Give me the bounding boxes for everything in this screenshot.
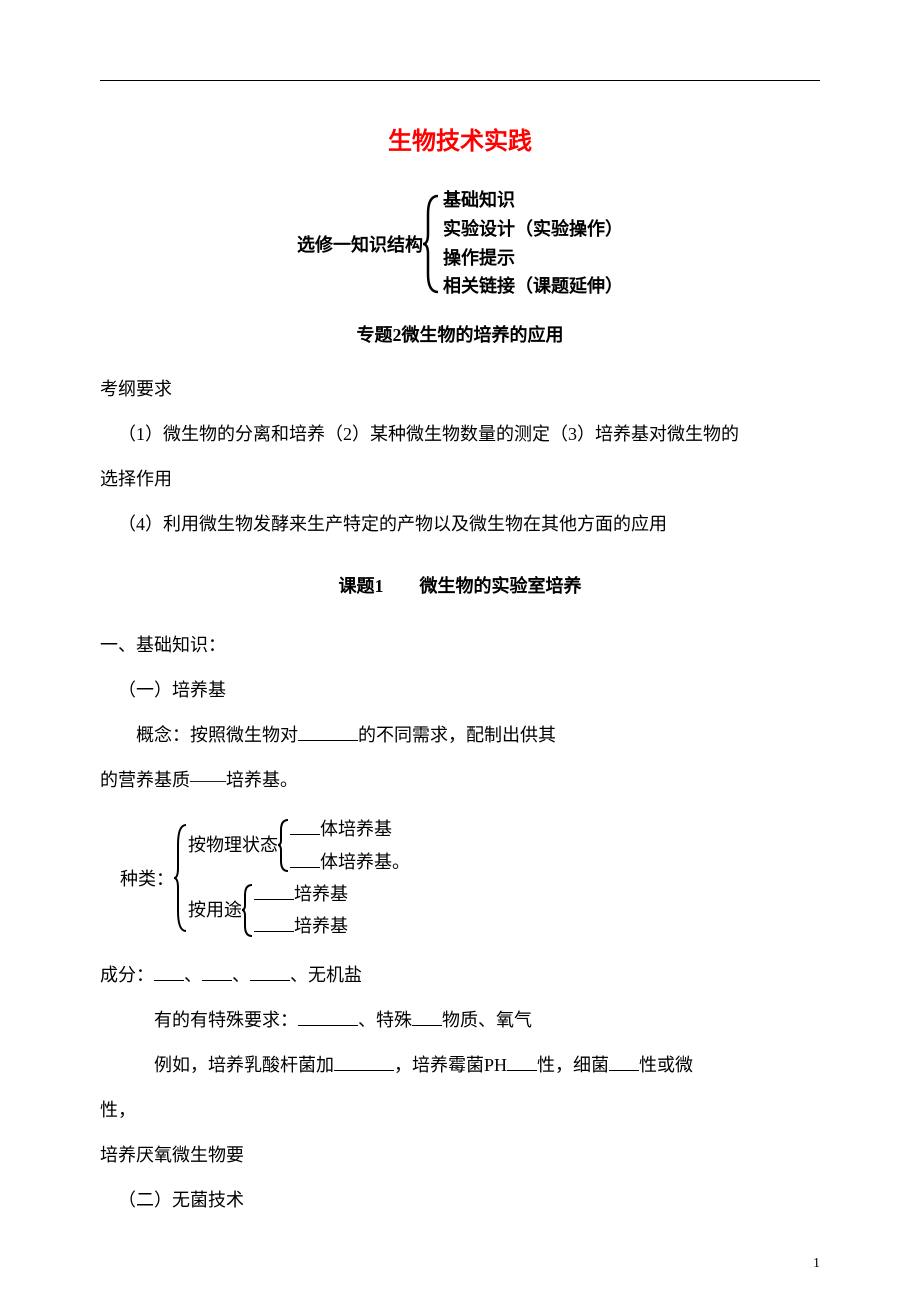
lesson-title: 课题1 微生物的实验室培养: [100, 572, 820, 598]
outline-line: 选择作用: [100, 457, 820, 502]
text-fragment: 培养基: [294, 884, 348, 904]
structure-item: 相关链接（课题延伸）: [443, 272, 623, 301]
types-label: 种类：: [120, 865, 174, 891]
structure-bracket: 选修一知识结构 基础知识 实验设计（实验操作） 操作提示 相关链接（课题延伸）: [100, 186, 820, 301]
page-number: 1: [813, 1256, 820, 1272]
section-heading: 一、基础知识：: [100, 623, 820, 668]
text-fragment: 概念：按照微生物对: [118, 725, 298, 745]
type-item: 培养基: [254, 910, 348, 942]
types-group: 按物理状态 体培养基 体培养基。: [188, 813, 410, 878]
topic-title: 专题2微生物的培养的应用: [100, 321, 820, 347]
text-fragment: 性，细菌: [537, 1055, 609, 1075]
type-item: 培养基: [254, 878, 348, 910]
fill-blank: [609, 1052, 639, 1071]
concept-line: 的营养基质——培养基。: [100, 758, 820, 803]
structure-item: 基础知识: [443, 186, 623, 215]
fill-blank: [298, 722, 358, 741]
outline-line: （4）利用微生物发酵来生产特定的产物以及微生物在其他方面的应用: [100, 502, 820, 547]
fill-blank: [202, 962, 232, 981]
fill-blank: [250, 962, 290, 981]
brace-icon: [278, 818, 290, 873]
type-item: 体培养基。: [290, 846, 410, 878]
composition-line: 成分：、、、无机盐: [100, 953, 820, 998]
text-fragment: 有的有特殊要求：: [154, 1010, 298, 1030]
text-fragment: 培养基: [294, 916, 348, 936]
fill-blank: [254, 881, 294, 900]
special-line: 有的有特殊要求： 、特殊 物质、氧气: [100, 998, 820, 1043]
top-rule: [100, 80, 820, 81]
type-item: 体培养基: [290, 813, 410, 845]
structure-label: 选修一知识结构: [297, 231, 423, 257]
outline-line: （1）微生物的分离和培养（2）某种微生物数量的测定（3）培养基对微生物的: [100, 412, 820, 457]
fill-blank: [298, 1007, 358, 1026]
example-line: 例如，培养乳酸杆菌加 ，培养霉菌PH 性，细菌 性或微: [100, 1043, 820, 1088]
types-group: 按用途 培养基 培养基: [188, 878, 410, 943]
fill-blank: [254, 913, 294, 932]
fill-blank: [154, 962, 184, 981]
fill-blank: [290, 816, 320, 835]
text-fragment: ，培养霉菌PH: [394, 1055, 507, 1075]
group-label: 按物理状态: [188, 829, 278, 861]
text-fragment: 例如，培养乳酸杆菌加: [154, 1055, 334, 1075]
fill-blank: [507, 1052, 537, 1071]
fill-blank: [412, 1007, 442, 1026]
group-label: 按用途: [188, 894, 242, 926]
anaerobe-line: 培养厌氧微生物要: [100, 1133, 820, 1178]
fill-blank: [334, 1052, 394, 1071]
concept-line: 概念：按照微生物对 的不同需求，配制出供其: [100, 713, 820, 758]
text-fragment: 物质、氧气: [442, 1010, 532, 1030]
text-fragment: 的不同需求，配制出供其: [358, 725, 556, 745]
types-block: 种类： 按物理状态 体培养基 体培养基。 按用途: [120, 813, 820, 943]
text-fragment: 性或微: [639, 1055, 693, 1075]
structure-item: 实验设计（实验操作）: [443, 215, 623, 244]
document-page: 生物技术实践 选修一知识结构 基础知识 实验设计（实验操作） 操作提示 相关链接…: [0, 0, 920, 1302]
outline-label: 考纲要求: [100, 367, 820, 412]
subsection-heading: （二）无菌技术: [100, 1178, 820, 1223]
structure-items: 基础知识 实验设计（实验操作） 操作提示 相关链接（课题延伸）: [443, 186, 623, 301]
structure-item: 操作提示: [443, 244, 623, 273]
text-fragment: 、无机盐: [290, 965, 362, 985]
brace-icon: [242, 883, 254, 938]
fill-blank: [290, 849, 320, 868]
subsection-heading: （一）培养基: [100, 668, 820, 713]
brace-icon: [423, 194, 443, 294]
text-fragment: 、特殊: [358, 1010, 412, 1030]
example-line: 性，: [100, 1088, 820, 1133]
text-fragment: 体培养基。: [320, 852, 410, 872]
main-title: 生物技术实践: [100, 121, 820, 156]
text-fragment: 体培养基: [320, 819, 392, 839]
brace-icon: [174, 823, 188, 933]
text-fragment: 成分：: [100, 965, 154, 985]
